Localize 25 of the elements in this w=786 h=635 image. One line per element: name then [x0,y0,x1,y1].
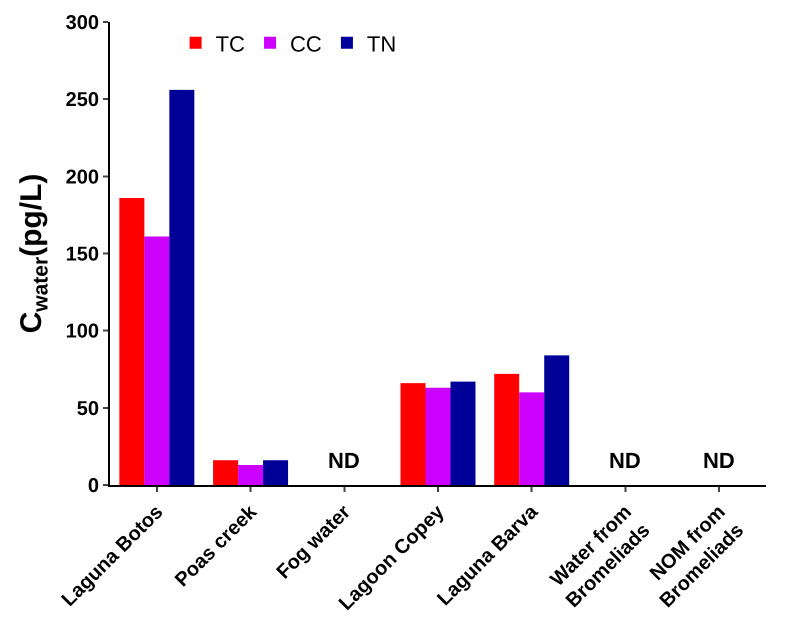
bar [119,198,144,485]
bar [169,90,194,485]
legend-label: TN [366,31,396,56]
bar [400,383,426,485]
bar [519,392,544,485]
annotation: ND [703,448,735,473]
annotation: ND [609,448,641,473]
y-tick-label: 300 [66,12,99,34]
legend-label: CC [290,31,322,56]
bar [213,460,238,485]
y-tick-label: 150 [66,244,99,266]
bar [450,382,476,485]
legend-label: TC [216,31,246,56]
y-tick-label: 100 [66,320,99,343]
y-tick-label: 200 [66,166,99,188]
bar [426,388,450,485]
bar [238,464,264,485]
y-tick-label: 50 [76,398,99,420]
y-tick-label: 0 [88,475,99,497]
y-tick-label: 250 [66,89,99,112]
bar [494,374,520,485]
annotation: ND [328,448,360,473]
bar [544,355,570,485]
bar [144,236,170,485]
bar [263,460,288,485]
